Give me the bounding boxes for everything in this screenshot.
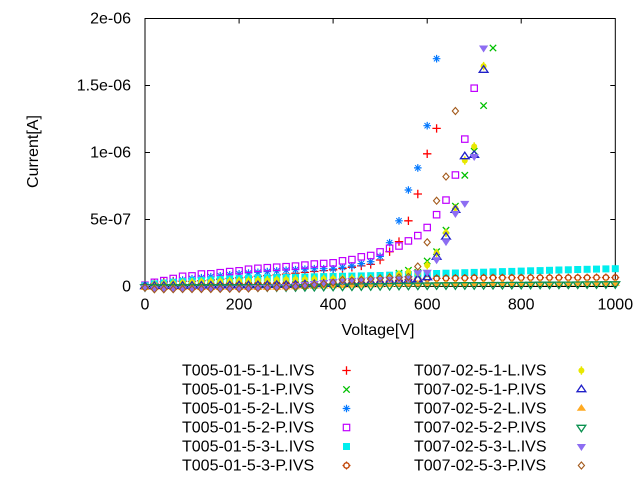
svg-text:T005-01-5-3-L.IVS: T005-01-5-3-L.IVS [182,439,315,456]
svg-text:T007-02-5-3-L.IVS: T007-02-5-3-L.IVS [414,439,547,456]
svg-text:600: 600 [414,297,441,314]
svg-text:T007-02-5-2-P.IVS: T007-02-5-2-P.IVS [414,420,546,437]
svg-text:T005-01-5-2-L.IVS: T005-01-5-2-L.IVS [182,401,315,418]
svg-text:Current[A]: Current[A] [25,115,42,188]
svg-text:800: 800 [508,297,535,314]
svg-text:0: 0 [141,297,150,314]
svg-text:T005-01-5-1-L.IVS: T005-01-5-1-L.IVS [182,363,315,380]
svg-text:T007-02-5-1-P.IVS: T007-02-5-1-P.IVS [414,382,546,399]
svg-text:T007-02-5-2-L.IVS: T007-02-5-2-L.IVS [414,401,547,418]
svg-text:1e-06: 1e-06 [90,145,131,162]
svg-text:T005-01-5-3-P.IVS: T005-01-5-3-P.IVS [182,458,314,475]
svg-text:5e-07: 5e-07 [90,212,131,229]
svg-text:0: 0 [122,279,131,296]
svg-text:T005-01-5-2-P.IVS: T005-01-5-2-P.IVS [182,420,314,437]
svg-text:400: 400 [320,297,347,314]
svg-text:1.5e-06: 1.5e-06 [77,78,131,95]
svg-text:Voltage[V]: Voltage[V] [342,322,415,339]
svg-text:1000: 1000 [598,297,634,314]
svg-text:T007-02-5-3-P.IVS: T007-02-5-3-P.IVS [414,458,546,475]
svg-text:2e-06: 2e-06 [90,11,131,28]
svg-text:200: 200 [226,297,253,314]
svg-text:T005-01-5-1-P.IVS: T005-01-5-1-P.IVS [182,382,314,399]
svg-text:T007-02-5-1-L.IVS: T007-02-5-1-L.IVS [414,363,547,380]
